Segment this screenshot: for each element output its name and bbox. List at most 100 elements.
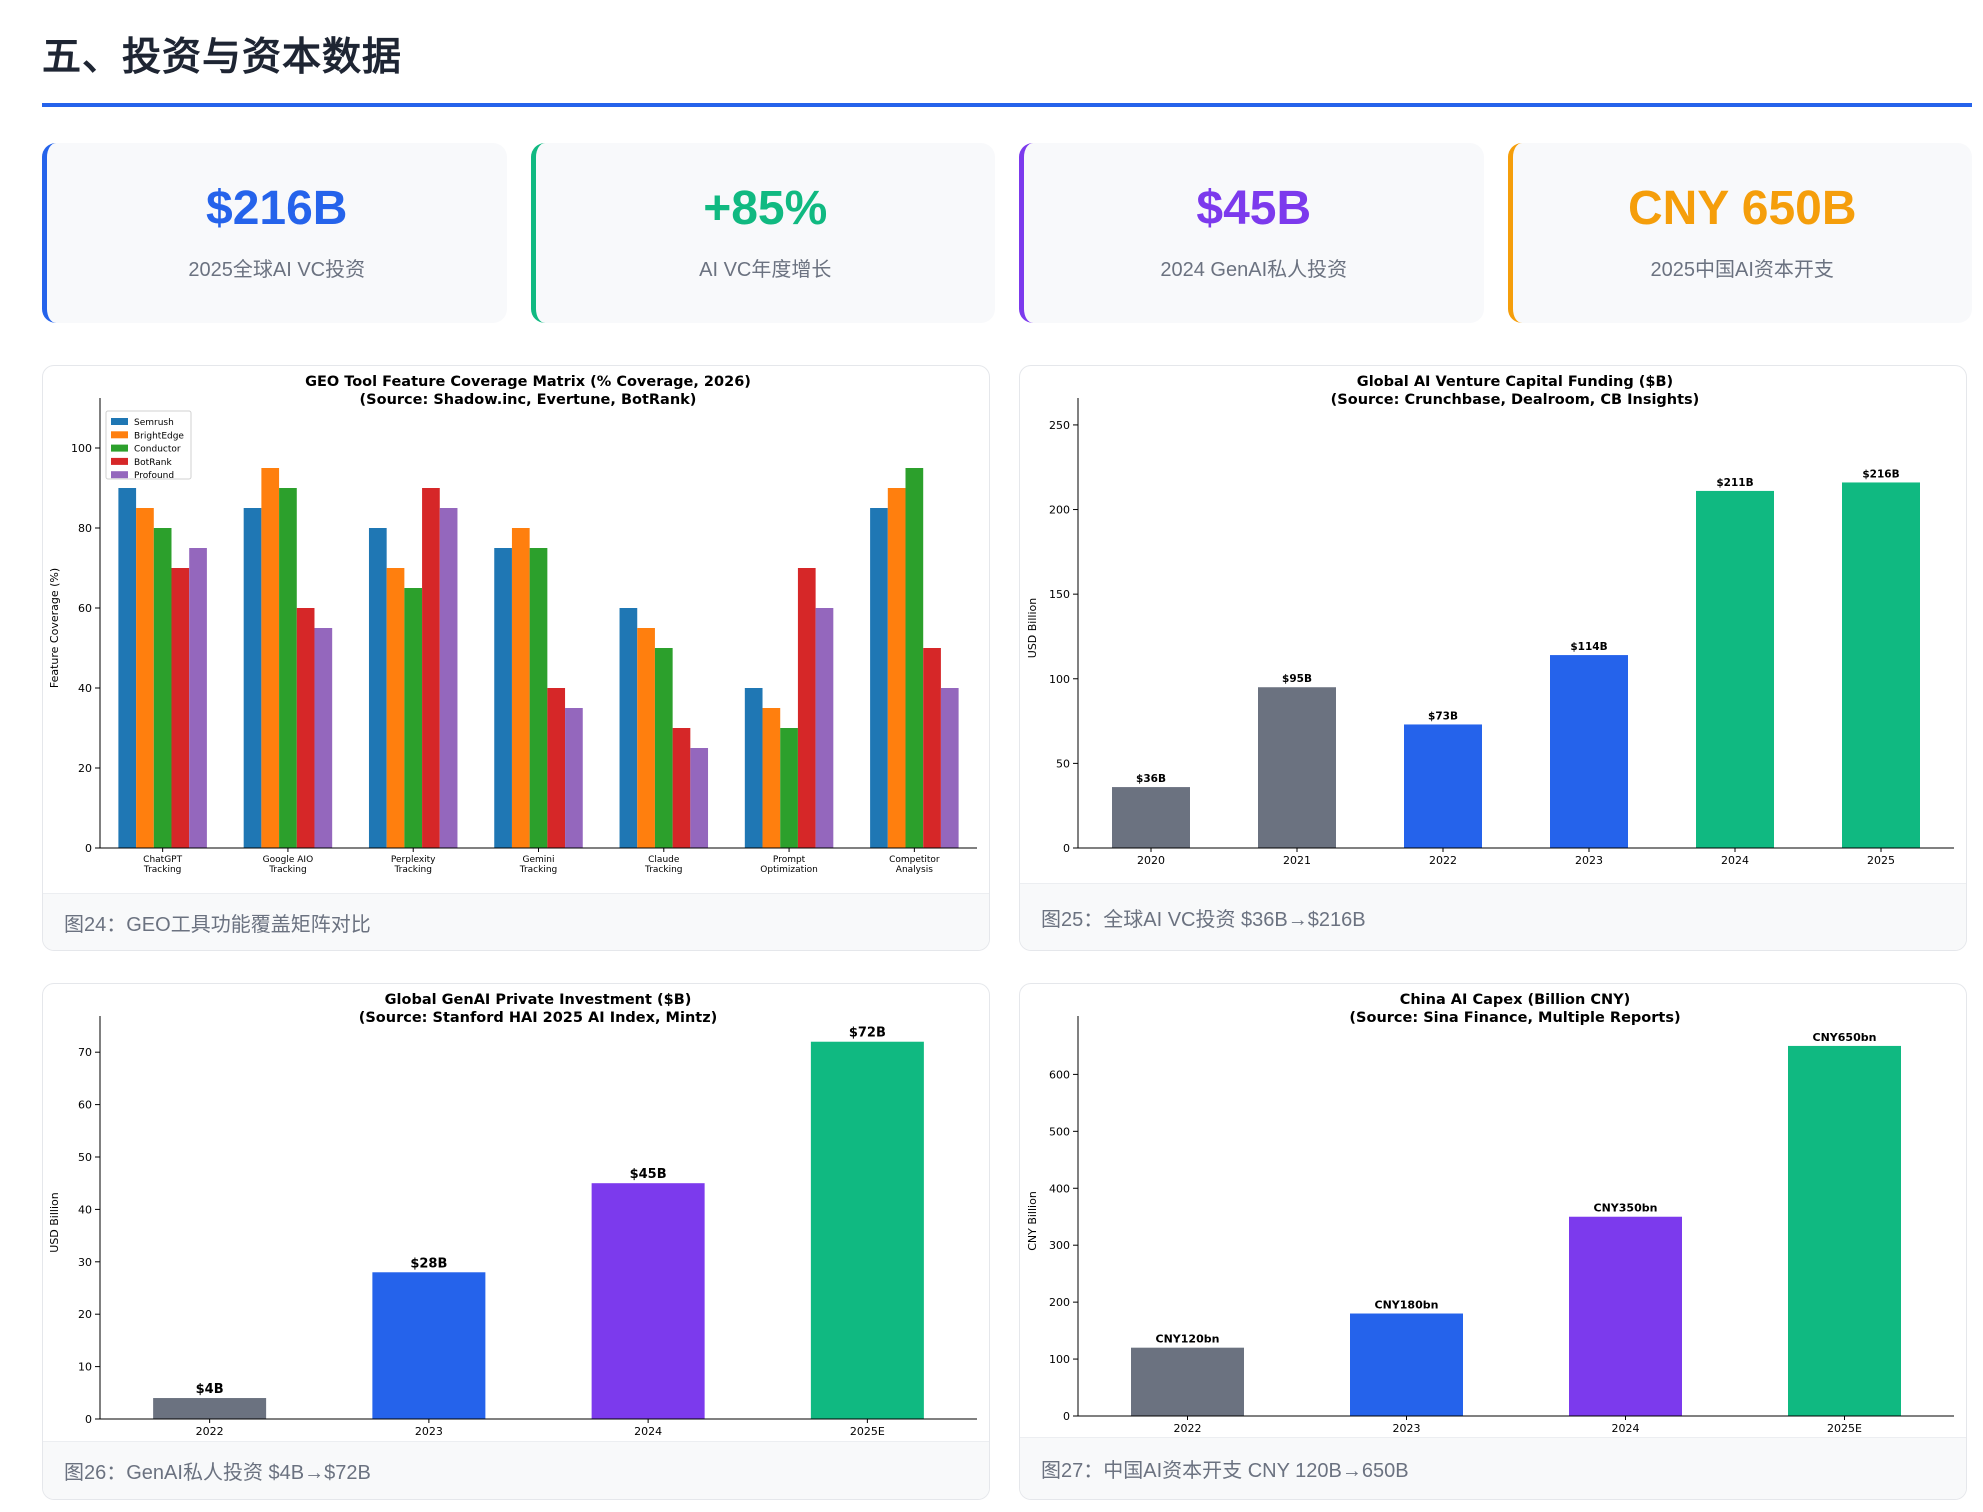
stat-label: 2025中国AI资本开支 [1650,258,1834,281]
data-label-2022: $4B [196,1382,224,1397]
stat-value: CNY 650B [1627,181,1857,235]
data-label-2024: $211B [1716,477,1753,489]
chart-title: China AI Capex (Billion CNY) [1400,992,1631,1008]
y-tick-label: 40 [78,1203,92,1216]
bar-brightedge-6 [887,488,906,848]
bar-2023 [1550,655,1628,848]
x-tick-label: Tracking [268,865,306,875]
bar-2020 [1112,787,1190,848]
chart-card-ai-vc: Global AI Venture Capital Funding ($B) (S… [1019,365,1967,951]
x-tick-label: 2020 [1137,854,1165,867]
y-tick-label: 20 [78,762,92,775]
stat-card-vc-growth: +85% AI VC年度增长 [530,143,995,323]
bar-semrush-3 [494,548,512,848]
x-tick-label: Prompt [773,855,806,865]
bar-2022 [1131,1347,1244,1416]
bar-conductor-1 [279,488,297,848]
bar-brightedge-0 [136,508,154,848]
bar-semrush-0 [118,488,137,848]
figure-caption: 图25：全球AI VC投资 $36B→$216B [1020,883,1966,950]
legend-label-conductor: Conductor [134,445,181,455]
bar-botrank-1 [296,608,315,848]
y-axis-label: USD Billion [1026,598,1039,659]
data-label-2023: $28B [410,1256,447,1271]
bar-2025E [810,1041,924,1419]
data-label-2025E: $72B [849,1026,886,1041]
y-tick-label: 500 [1049,1125,1070,1138]
figure-caption: 图26：GenAI私人投资 $4B→$72B [43,1441,989,1499]
stat-label: 2025全球AI VC投资 [188,258,366,281]
bar-2024 [1569,1216,1682,1416]
y-tick-label: 0 [1063,842,1070,855]
x-tick-label: 2022 [1174,1422,1202,1435]
bar-brightedge-1 [261,468,280,848]
chart-subtitle: (Source: Shadow.inc, Evertune, BotRank) [360,392,697,408]
bar-profound-0 [189,548,207,848]
chart-card-china-capex: China AI Capex (Billion CNY) (Source: Sin… [1019,983,1967,1500]
y-axis-label: USD Billion [48,1192,61,1253]
data-label-2024: $45B [630,1167,667,1182]
data-label-2025E: CNY650bn [1813,1031,1877,1044]
legend-swatch-brightedge [111,431,128,439]
bar-semrush-5 [744,688,763,848]
bar-2022 [153,1398,267,1419]
bar-botrank-4 [672,728,691,848]
x-tick-label: 2025E [1827,1422,1862,1435]
bar-2021 [1258,687,1336,848]
x-tick-label: Competitor [889,855,940,865]
chart-title: GEO Tool Feature Coverage Matrix (% Cove… [305,374,751,390]
bar-conductor-6 [905,468,924,848]
stat-label: AI VC年度增长 [699,258,832,281]
stat-value: $216B [206,181,348,235]
ai-vc-funding-chart: Global AI Venture Capital Funding ($B) (S… [1026,374,1954,867]
bar-semrush-6 [870,508,888,848]
bar-botrank-3 [547,688,566,848]
y-tick-label: 200 [1049,1296,1070,1309]
bar-botrank-2 [422,488,440,848]
x-tick-label: Tracking [393,865,431,875]
bar-semrush-1 [243,508,262,848]
chart-subtitle: (Source: Stanford HAI 2025 AI Index, Min… [359,1010,718,1026]
legend-label-botrank: BotRank [134,458,172,468]
title-divider [42,103,1972,107]
data-label-2020: $36B [1136,773,1166,785]
bar-2025E [1788,1045,1901,1416]
y-tick-label: 100 [1049,673,1070,686]
geo-feature-coverage-chart: GEO Tool Feature Coverage Matrix (% Cove… [48,374,977,875]
x-tick-label: 2023 [1575,854,1603,867]
figure-caption: 图27：中国AI资本开支 CNY 120B→650B [1020,1437,1966,1499]
x-tick-label: ChatGPT [143,855,182,865]
x-tick-label: Claude [648,855,680,865]
x-tick-label: Analysis [896,865,933,875]
legend-label-brightedge: BrightEdge [134,431,184,441]
y-tick-label: 20 [78,1308,92,1321]
y-tick-label: 150 [1049,588,1070,601]
chart-title: Global AI Venture Capital Funding ($B) [1357,374,1673,390]
y-tick-label: 0 [85,842,92,855]
y-tick-label: 0 [85,1413,92,1426]
data-label-2023: CNY180bn [1375,1299,1439,1312]
data-label-2022: $73B [1428,710,1458,722]
bar-2024 [591,1183,705,1419]
bar-profound-1 [314,628,333,848]
y-tick-label: 400 [1049,1182,1070,1195]
y-tick-label: 100 [1049,1353,1070,1366]
y-tick-label: 50 [1056,757,1070,770]
bar-brightedge-4 [637,628,655,848]
bar-profound-2 [439,508,458,848]
y-tick-label: 70 [78,1046,92,1059]
y-tick-label: 80 [78,522,92,535]
bar-conductor-3 [529,548,548,848]
x-tick-label: 2025E [850,1425,885,1438]
stat-cards: $216B 2025全球AI VC投资 +85% AI VC年度增长 $45B … [42,143,1972,323]
x-tick-label: Google AIO [263,855,314,865]
y-tick-label: 250 [1049,419,1070,432]
x-tick-label: Perplexity [391,855,436,865]
x-tick-label: 2024 [1721,854,1749,867]
x-tick-label: 2024 [1612,1422,1640,1435]
china-capex-chart: China AI Capex (Billion CNY) (Source: Sin… [1026,992,1954,1435]
x-tick-label: 2023 [415,1425,443,1438]
legend-swatch-conductor [111,444,128,452]
stat-card-genai-2024: $45B 2024 GenAI私人投资 [1019,143,1484,323]
y-tick-label: 60 [78,1099,92,1112]
